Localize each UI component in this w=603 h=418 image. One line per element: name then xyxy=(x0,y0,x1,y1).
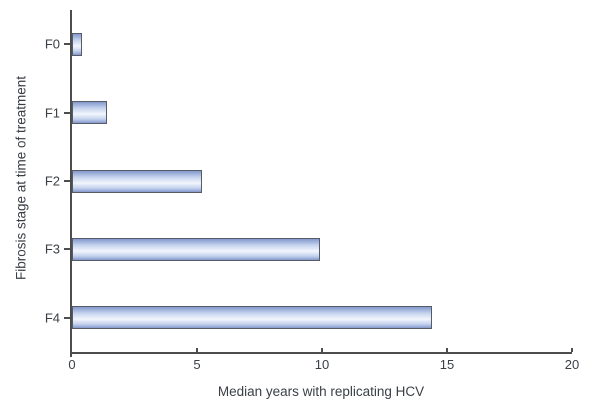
y-tick-mark xyxy=(64,43,70,46)
x-tick-label-0: 0 xyxy=(68,357,76,372)
x-tick-mark xyxy=(446,348,448,352)
x-tick-label-5: 5 xyxy=(193,357,201,372)
y-tick-label-f0: F0 xyxy=(44,36,60,52)
bar-f4 xyxy=(72,306,432,330)
y-tick-mark xyxy=(64,180,70,182)
bar-f2 xyxy=(72,169,202,193)
x-tick-label-15: 15 xyxy=(439,357,455,372)
y-tick-mark xyxy=(64,316,70,319)
x-tick-mark xyxy=(571,348,573,352)
y-tick-mark xyxy=(64,248,70,251)
y-tick-label-f3: F3 xyxy=(44,241,60,257)
x-tick-label-20: 20 xyxy=(564,357,580,372)
x-axis-title: Median years with replicating HCV xyxy=(217,384,425,399)
x-tick-mark xyxy=(196,348,198,352)
plot-area: F0 F1 F2 F3 F4 0 5 10 15 20 xyxy=(45,10,579,371)
bar-f0 xyxy=(72,32,82,56)
x-tick-label-10: 10 xyxy=(314,357,330,372)
y-tick-mark xyxy=(64,111,70,114)
y-tick-label-f4: F4 xyxy=(44,310,60,326)
bar-f1 xyxy=(72,101,107,125)
x-tick-mark xyxy=(321,348,323,352)
x-axis-zero-tick xyxy=(70,352,72,357)
y-tick-label-f1: F1 xyxy=(44,105,60,121)
y-tick-label-f2: F2 xyxy=(44,173,60,189)
bar-f3 xyxy=(72,237,320,261)
